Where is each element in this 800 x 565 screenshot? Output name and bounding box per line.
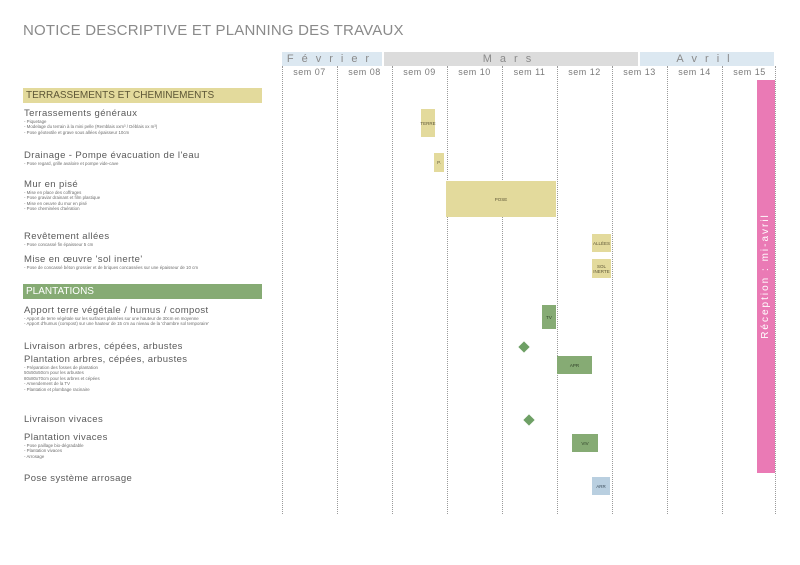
week-label: sem 12 — [568, 67, 601, 77]
bar-viv: VIV — [572, 434, 598, 452]
week-label: sem 13 — [623, 67, 656, 77]
week-divider — [557, 66, 558, 514]
bar-allees: ALLÉES — [592, 234, 611, 252]
bar-drainage: P. — [434, 153, 444, 172]
section-header-plantations: PLANTATIONS — [23, 284, 262, 299]
section-header-terrassements: TERRASSEMENTS ET CHEMINEMENTS — [23, 88, 262, 103]
task-note: 80x80x70cm pour les arbres et cépées — [24, 375, 100, 381]
reception-label: Réception : mi-avril — [760, 213, 771, 339]
task-title: Plantation vivaces — [24, 432, 108, 443]
bar-tv: TV — [542, 305, 556, 329]
bar-pose-mur: POSE — [446, 181, 556, 217]
task-note: - Arrosage — [24, 453, 45, 459]
task-note: - Apport de terre végétale sur les surfa… — [24, 316, 199, 321]
month-mars: Mars — [384, 52, 638, 66]
task-terrassements-generaux: Terrassements généraux - Piquetage - Mod… — [24, 108, 279, 135]
week-divider — [282, 66, 283, 514]
week-divider — [502, 66, 503, 514]
bar-sol-inerte: SOL INERTE — [592, 259, 611, 278]
task-title: Plantation arbres, cépées, arbustes — [24, 354, 188, 365]
task-drainage: Drainage - Pompe évacuation de l'eau - P… — [24, 150, 279, 166]
task-sol-inerte: Mise en œuvre 'sol inerte' - Pose de con… — [24, 254, 279, 270]
week-divider — [337, 66, 338, 514]
task-note: 50x50x50cm pour les arbustes — [24, 370, 84, 376]
task-arrosage: Pose système arrosage — [24, 473, 279, 484]
bar-apr: APR — [557, 356, 592, 374]
bar-terre: TERRE — [420, 109, 436, 137]
week-divider — [775, 66, 776, 514]
task-title: Livraison vivaces — [24, 414, 104, 425]
week-divider — [667, 66, 668, 514]
task-title: Mise en œuvre 'sol inerte' — [24, 254, 143, 265]
week-divider — [612, 66, 613, 514]
task-title: Terrassements généraux — [24, 108, 138, 119]
task-title: Drainage - Pompe évacuation de l'eau — [24, 150, 200, 161]
task-revetement-allees: Revêtement allées - Pose concassé fin ép… — [24, 231, 279, 247]
task-note: - Amendement de la TV — [24, 381, 71, 387]
week-label: sem 08 — [348, 67, 381, 77]
task-note: - Plantation et plombage racinaire — [24, 386, 90, 392]
task-note: - Mise en oeuvre du mur en pisé — [24, 200, 87, 206]
week-label: sem 09 — [403, 67, 436, 77]
task-plantation-vivaces: Plantation vivaces - Pose paillage bio-d… — [24, 432, 279, 459]
reception-bar — [757, 80, 775, 473]
task-title: Mur en pisé — [24, 179, 79, 190]
week-divider — [722, 66, 723, 514]
task-note: - Mise en place des coffrages — [24, 190, 82, 195]
month-avril: Avril — [640, 52, 774, 66]
task-note: - Pose graviar drainant et film plastiqu… — [24, 195, 101, 201]
week-label: sem 11 — [513, 67, 546, 77]
week-divider — [392, 66, 393, 514]
milestone-livraison-arbres — [518, 341, 530, 353]
task-title: Pose système arrosage — [24, 473, 133, 484]
week-label: sem 10 — [458, 67, 491, 77]
task-plantation-arbres: Plantation arbres, cépées, arbustes - Pr… — [24, 354, 279, 392]
task-note: - Préparation des fosses de plantation — [24, 365, 98, 370]
task-title: Livraison arbres, cépées, arbustes — [24, 341, 183, 352]
week-label: sem 07 — [293, 67, 326, 77]
month-fevrier: Février — [282, 52, 382, 66]
week-divider — [447, 66, 448, 514]
task-note: - Pose paillage bio-dégradable — [24, 443, 84, 448]
task-note: - Modelage du terrain à la mini pelle (R… — [24, 124, 158, 130]
task-mur-en-pise: Mur en pisé - Mise en place des coffrage… — [24, 179, 279, 212]
task-apport-terre: Apport terre végétale / humus / compost … — [24, 305, 279, 327]
task-note: - Pose géotextile et grave sous allées é… — [24, 129, 130, 135]
week-label: sem 15 — [733, 67, 766, 77]
week-label: sem 14 — [678, 67, 711, 77]
task-note: - Pose concassé fin épaisseur 5 cm — [24, 242, 94, 247]
task-note: - Pose de concassé béton grossier et de … — [24, 265, 199, 270]
bar-arr: ARR — [592, 477, 610, 495]
page-title: NOTICE DESCRIPTIVE ET PLANNING DES TRAVA… — [23, 22, 404, 39]
task-note: - Apport d'humus (compost) sur une haute… — [24, 321, 210, 327]
task-note: - Pose regard, grille avaloire et pompe … — [24, 161, 119, 166]
milestone-livraison-vivaces — [523, 414, 535, 426]
task-livraison-arbres: Livraison arbres, cépées, arbustes — [24, 341, 279, 352]
task-livraison-vivaces: Livraison vivaces — [24, 414, 279, 425]
task-title: Apport terre végétale / humus / compost — [24, 305, 209, 316]
task-note: - Plantation vivaces — [24, 448, 63, 454]
task-note: - Pose cheminées d'aération — [24, 206, 80, 212]
task-title: Revêtement allées — [24, 231, 110, 242]
task-note: - Piquetage — [24, 119, 47, 124]
